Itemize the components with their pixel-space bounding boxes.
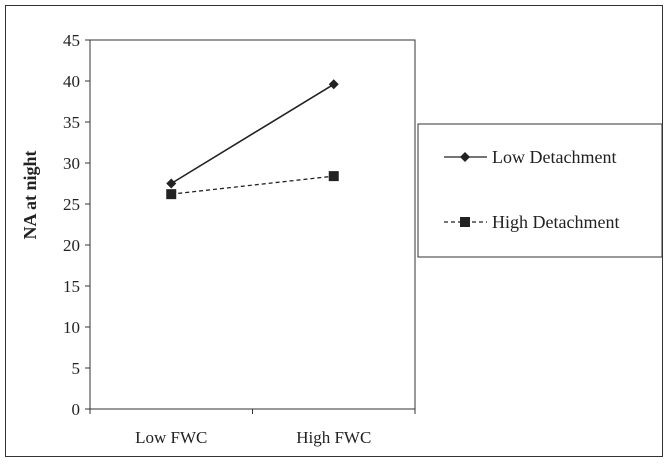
legend-label: Low Detachment bbox=[492, 147, 616, 167]
y-tick-label: 0 bbox=[72, 400, 81, 419]
data-point bbox=[328, 171, 339, 182]
series-line bbox=[171, 175, 334, 195]
legend-swatch-marker bbox=[460, 152, 470, 162]
y-tick-label: 5 bbox=[72, 359, 81, 378]
series-layer bbox=[166, 79, 339, 200]
series-line bbox=[170, 83, 335, 185]
y-tick-label: 25 bbox=[63, 195, 80, 214]
data-point bbox=[166, 178, 177, 189]
y-tick-label: 20 bbox=[63, 236, 80, 255]
y-tick-label: 10 bbox=[63, 318, 80, 337]
x-ticks: Low FWC High FWC bbox=[89, 409, 416, 447]
y-tick-label: 35 bbox=[63, 113, 80, 132]
y-axis-title: NA at night bbox=[20, 150, 40, 239]
y-tick-label: 40 bbox=[63, 72, 80, 91]
legend: Low Detachment High Detachment bbox=[417, 123, 663, 258]
legend-label: High Detachment bbox=[492, 212, 619, 232]
data-point bbox=[166, 189, 177, 200]
y-tick-label: 30 bbox=[63, 154, 80, 173]
legend-swatch-marker bbox=[460, 217, 470, 227]
y-tick-label: 45 bbox=[63, 31, 80, 50]
legend-items: Low Detachment High Detachment bbox=[444, 147, 619, 232]
data-point bbox=[328, 79, 339, 90]
y-ticks: 0 5 10 15 20 25 30 35 40 45 bbox=[63, 31, 90, 419]
x-tick-label: High FWC bbox=[296, 428, 371, 447]
plot-area bbox=[89, 39, 416, 410]
y-tick-label: 15 bbox=[63, 277, 80, 296]
legend-box bbox=[417, 123, 663, 258]
x-tick-label: Low FWC bbox=[135, 428, 207, 447]
